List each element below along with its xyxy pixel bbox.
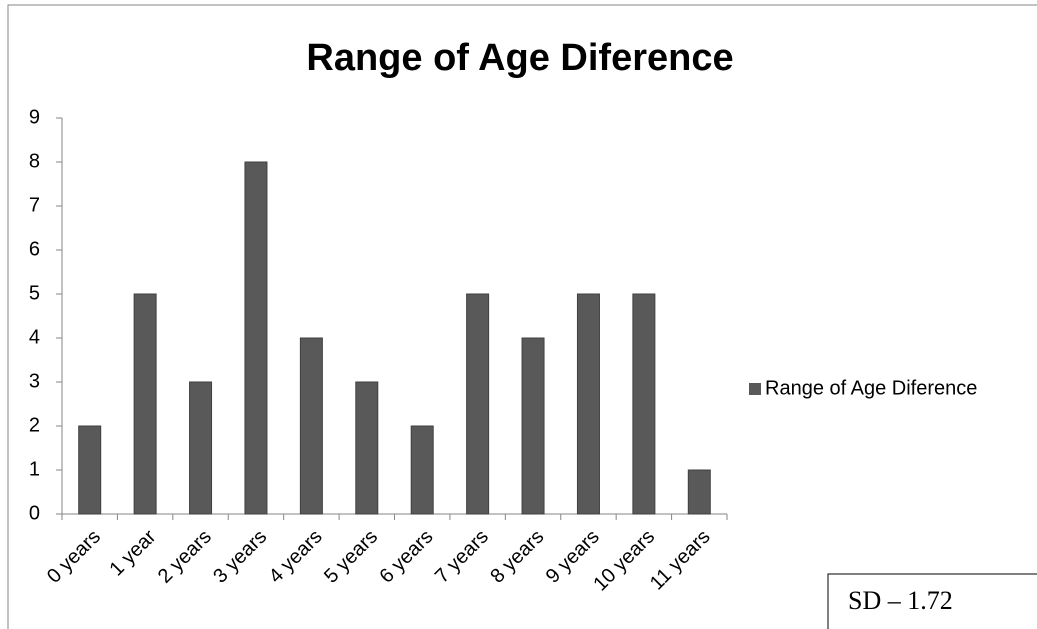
x-tick-label: 11 years [646, 526, 715, 595]
bar [299, 337, 323, 515]
y-tick-label: 2 [29, 414, 40, 436]
y-tick-label: 9 [29, 106, 40, 128]
bar [410, 425, 434, 515]
annotation: SD – 1.72 [848, 586, 953, 615]
annotation-box [827, 573, 1037, 629]
x-tick-label: 7 years [431, 526, 493, 588]
y-tick-label: 5 [29, 282, 40, 304]
y-tick-label: 3 [29, 370, 40, 392]
legend-swatch [749, 383, 761, 395]
x-tick-label: 6 years [376, 526, 438, 588]
x-tick-label: 4 years [265, 526, 327, 588]
x-tick-label: 0 years [43, 526, 105, 588]
bar [521, 337, 545, 515]
bar [466, 293, 490, 515]
x-tick-label: 3 years [209, 526, 271, 588]
bar [189, 381, 213, 515]
bar [355, 381, 379, 515]
bar [244, 161, 268, 515]
y-tick-label: 4 [29, 326, 40, 348]
bar [687, 469, 711, 515]
x-tick-label: 1 year [106, 525, 161, 580]
bar [78, 425, 102, 515]
y-tick-label: 1 [29, 458, 40, 480]
y-tick-label: 6 [29, 238, 40, 260]
x-tick-label: 2 years [154, 526, 216, 588]
chart-title: Range of Age Diference [306, 37, 733, 79]
y-tick-label: 7 [29, 194, 40, 216]
x-tick-label: 10 years [589, 526, 659, 596]
legend-label: Range of Age Diference [765, 377, 977, 399]
y-tick-label: 8 [29, 150, 40, 172]
bar [632, 293, 656, 515]
chart-border [7, 4, 1037, 629]
bar [133, 293, 157, 515]
x-tick-label: 8 years [486, 526, 548, 588]
x-tick-label: 5 years [320, 526, 382, 588]
bar [576, 293, 600, 515]
y-tick-label: 0 [29, 502, 40, 524]
